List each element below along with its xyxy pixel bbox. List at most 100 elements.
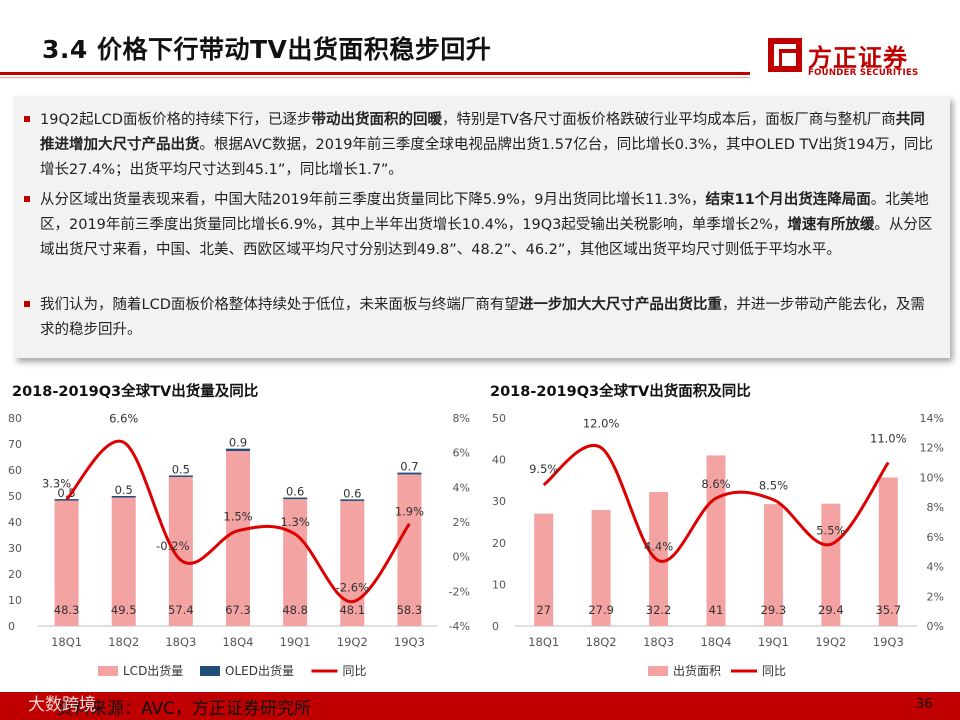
left-axis-tick-label: 70 bbox=[8, 438, 22, 451]
legend-bar-swatch bbox=[200, 666, 220, 676]
bar bbox=[534, 513, 554, 626]
right-axis-tick-label: 6% bbox=[453, 447, 470, 460]
legend-label: 同比 bbox=[762, 664, 786, 678]
left-axis-tick-label: 10 bbox=[492, 578, 506, 591]
bullet-square-icon bbox=[24, 196, 30, 202]
bullet-text: ，特别是TV各尺寸面板价格跌破行业平均成本后，面板厂商与整机厂商 bbox=[441, 112, 896, 128]
line-data-label: 1.5% bbox=[223, 510, 252, 524]
bar bbox=[54, 500, 79, 626]
left-axis-tick-label: 30 bbox=[8, 542, 22, 555]
chart-tv-area: 0 10 20 30 40 50 0% 2% 4% 6% 8% 10% 12% 14% 18Q1 18Q2 18… bbox=[492, 412, 944, 678]
bullet-text: 从分区域出货量表现来看，中国大陆2019年前三季度出货量同比下降5.9%，9月出… bbox=[40, 192, 706, 208]
legend-bar-swatch bbox=[648, 666, 668, 676]
x-axis-tick-label: 18Q4 bbox=[700, 635, 731, 649]
left-axis-tick-label: 20 bbox=[8, 568, 22, 581]
left-axis-tick-label: 20 bbox=[492, 537, 506, 550]
bullet-paragraph-2: 从分区域出货量表现来看，中国大陆2019年前三季度出货量同比下降5.9%，9月出… bbox=[24, 188, 939, 263]
x-axis-tick-label: 18Q3 bbox=[165, 635, 196, 649]
x-axis-tick-label: 19Q2 bbox=[815, 635, 846, 649]
bar-data-label: 67.3 bbox=[225, 603, 251, 617]
company-logo: 方正证券 FOUNDER SECURITIES bbox=[768, 38, 938, 80]
left-axis-tick-label: 50 bbox=[492, 412, 506, 425]
right-axis-tick-label: -2% bbox=[449, 585, 470, 598]
x-axis-tick-label: 18Q3 bbox=[643, 635, 674, 649]
right-axis-tick-label: 0% bbox=[927, 620, 944, 633]
summary-box: 19Q2起LCD面板价格的持续下行，已逐步带动出货面积的回暖，特别是TV各尺寸面… bbox=[14, 96, 950, 358]
bullet-text: 。从分区域出货尺寸来看，中国、北美、西欧区域平均尺寸分别达到49.8”、48.2… bbox=[40, 217, 933, 258]
left-axis-tick-label: 0 bbox=[8, 620, 15, 633]
x-axis-tick-label: 19Q2 bbox=[337, 635, 368, 649]
footer-watermark: 大数跨境 bbox=[28, 695, 96, 715]
line-data-label: 5.5% bbox=[816, 523, 845, 537]
right-axis-tick-label: 4% bbox=[927, 561, 944, 574]
legend-bar-swatch bbox=[98, 666, 118, 676]
bar-data-label: 29.4 bbox=[818, 603, 844, 617]
bullet-text: 。根据AVC数据，2019年前三季度全球电视品牌出货1.57亿台，同比增长0.3… bbox=[40, 137, 933, 178]
bullet-emphasis: 带动出货面积的回暖 bbox=[311, 112, 442, 128]
stacked-bar bbox=[283, 497, 308, 500]
bullet-emphasis: 共同推进增加大尺寸产品出货 bbox=[40, 112, 925, 153]
stacked-bar-data-label: 0.6 bbox=[286, 485, 304, 499]
line-data-label: 1.9% bbox=[395, 505, 424, 519]
bullet-square-icon bbox=[24, 301, 30, 307]
stacked-bar-data-label: 0.9 bbox=[229, 436, 247, 450]
logo-text-cn: 方正证券 bbox=[808, 44, 908, 72]
bar bbox=[283, 499, 308, 626]
bullet-emphasis: 进一步加大大尺寸产品出货比重 bbox=[518, 297, 722, 313]
bar-data-label: 48.8 bbox=[282, 603, 308, 617]
bar-data-label: 49.5 bbox=[111, 603, 137, 617]
bar-data-label: 57.4 bbox=[168, 603, 194, 617]
chart2-title: 2018-2019Q3全球TV出货面积及同比 bbox=[490, 384, 751, 400]
chart1-title: 2018-2019Q3全球TV出货量及同比 bbox=[12, 384, 259, 400]
bullet-text: 19Q2起LCD面板价格的持续下行，已逐步 bbox=[40, 112, 312, 128]
line-data-label: -0.2% bbox=[156, 539, 189, 553]
chart-tv-shipments: 0 10 20 30 40 50 60 70 80 -4% -2% 0% 2% 4% 6% 8% 18Q1 18Q… bbox=[8, 411, 470, 678]
x-axis-tick-label: 19Q1 bbox=[280, 635, 311, 649]
title-underline-thin bbox=[0, 77, 750, 78]
x-axis-tick-label: 19Q3 bbox=[394, 635, 425, 649]
stacked-bar bbox=[226, 448, 250, 452]
bullet-text: 。北美地区，2019年前三季度出货量同比增长6.9%，其中上半年出货增长10.4… bbox=[40, 192, 929, 233]
bar bbox=[591, 509, 611, 626]
right-axis-tick-label: 6% bbox=[927, 531, 944, 544]
right-axis-tick-label: 0% bbox=[453, 551, 470, 564]
stacked-bar bbox=[340, 499, 365, 501]
bullet-emphasis: 增速有所放缓 bbox=[787, 217, 875, 233]
page-number: 36 bbox=[916, 697, 933, 712]
left-axis-tick-label: 60 bbox=[8, 464, 22, 477]
bar bbox=[706, 455, 726, 626]
bar-data-label: 29.3 bbox=[761, 603, 787, 617]
legend-label: 同比 bbox=[343, 664, 367, 678]
bar bbox=[763, 504, 783, 626]
right-axis-tick-label: -4% bbox=[449, 620, 470, 633]
stacked-bar-data-label: 0.7 bbox=[400, 460, 418, 474]
bar-data-label: 48.1 bbox=[339, 603, 365, 617]
x-axis-tick-label: 18Q4 bbox=[222, 635, 253, 649]
line-data-label: 8.5% bbox=[759, 479, 788, 493]
bar-data-label: 35.7 bbox=[875, 603, 901, 617]
legend-label: OLED出货量 bbox=[225, 663, 294, 678]
bullet-emphasis: 结束11个月出货连降局面 bbox=[705, 192, 871, 208]
bar-data-label: 41 bbox=[709, 603, 724, 617]
x-axis-tick-label: 19Q1 bbox=[758, 635, 789, 649]
right-axis-tick-label: 2% bbox=[927, 590, 944, 603]
bullet-text: 我们认为，随着LCD面板价格整体持续处于低位，未来面板与终端厂商有望 bbox=[40, 297, 519, 313]
stacked-bar bbox=[397, 472, 422, 475]
bullet-square-icon bbox=[24, 116, 30, 122]
right-axis-tick-label: 12% bbox=[920, 442, 944, 455]
logo-text-en: FOUNDER SECURITIES bbox=[808, 68, 919, 78]
line-data-label: 3.3% bbox=[42, 476, 71, 490]
right-axis-tick-label: 10% bbox=[920, 471, 944, 484]
legend-label: LCD出货量 bbox=[123, 663, 183, 678]
right-axis-tick-label: 14% bbox=[920, 412, 944, 425]
bullet-paragraph-1: 19Q2起LCD面板价格的持续下行，已逐步带动出货面积的回暖，特别是TV各尺寸面… bbox=[24, 108, 939, 183]
left-axis-tick-label: 40 bbox=[492, 454, 506, 467]
bar-data-label: 32.2 bbox=[646, 603, 672, 617]
line-series bbox=[542, 444, 890, 563]
stacked-bar-data-label: 0.5 bbox=[115, 483, 133, 497]
line-data-label: 8.6% bbox=[701, 477, 730, 491]
line-data-label: 4.4% bbox=[644, 540, 673, 554]
left-axis-tick-label: 30 bbox=[492, 495, 506, 508]
logo-mark-icon bbox=[768, 38, 802, 72]
right-axis-tick-label: 2% bbox=[453, 516, 470, 529]
